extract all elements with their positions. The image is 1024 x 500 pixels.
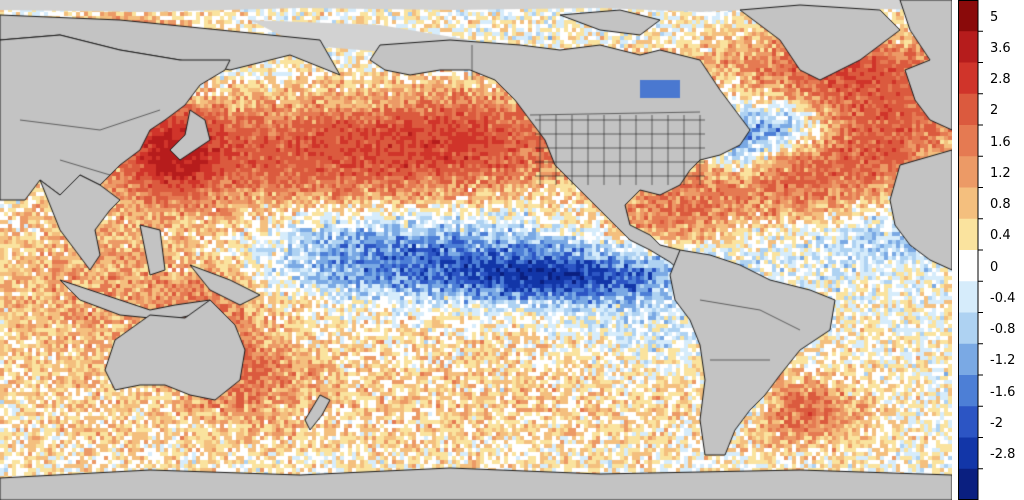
colorbar-tick-label: -2 <box>990 415 1003 431</box>
colorbar-swatch <box>958 218 978 251</box>
colorbar-swatch <box>958 406 978 438</box>
colorbar-swatch <box>958 343 978 376</box>
colorbar-tick-label: 0.4 <box>990 228 1011 244</box>
colorbar-tick-label: 1.6 <box>990 134 1011 150</box>
colorbar-swatch <box>958 437 978 470</box>
colorbar-swatch <box>958 468 978 500</box>
colorbar-swatch <box>958 31 978 63</box>
colorbar-tick-label: -1.2 <box>990 353 1016 369</box>
colorbar-tick-label: 3.6 <box>990 40 1011 56</box>
colorbar-tick-label: 2 <box>990 103 999 119</box>
colorbar-tick-label: -1.6 <box>990 384 1016 400</box>
colorbar-tick-label: 5 <box>990 9 999 25</box>
colorbar-tick-label: -2.8 <box>990 447 1016 463</box>
colorbar <box>958 0 983 500</box>
colorbar-tick-label: 2.8 <box>990 72 1011 88</box>
colorbar-swatch <box>958 250 978 282</box>
colorbar-tick-label: 0.8 <box>990 197 1011 213</box>
colorbar-swatch <box>958 62 978 95</box>
colorbar-swatch <box>958 156 978 188</box>
colorbar-swatch <box>958 375 978 407</box>
colorbar-swatch <box>958 93 978 126</box>
colorbar-tick-label: -0.8 <box>990 322 1016 338</box>
colorbar-tick-label: -0.4 <box>990 290 1016 306</box>
sst-anomaly-map <box>0 0 952 500</box>
colorbar-swatch <box>958 0 978 32</box>
colorbar-tick-label: 1.2 <box>990 165 1011 181</box>
colorbar-swatch <box>958 187 978 220</box>
colorbar-tick-label: 0 <box>990 259 999 275</box>
colorbar-swatch <box>958 281 978 313</box>
colorbar-swatch <box>958 312 978 345</box>
colorbar-swatch <box>958 125 978 157</box>
